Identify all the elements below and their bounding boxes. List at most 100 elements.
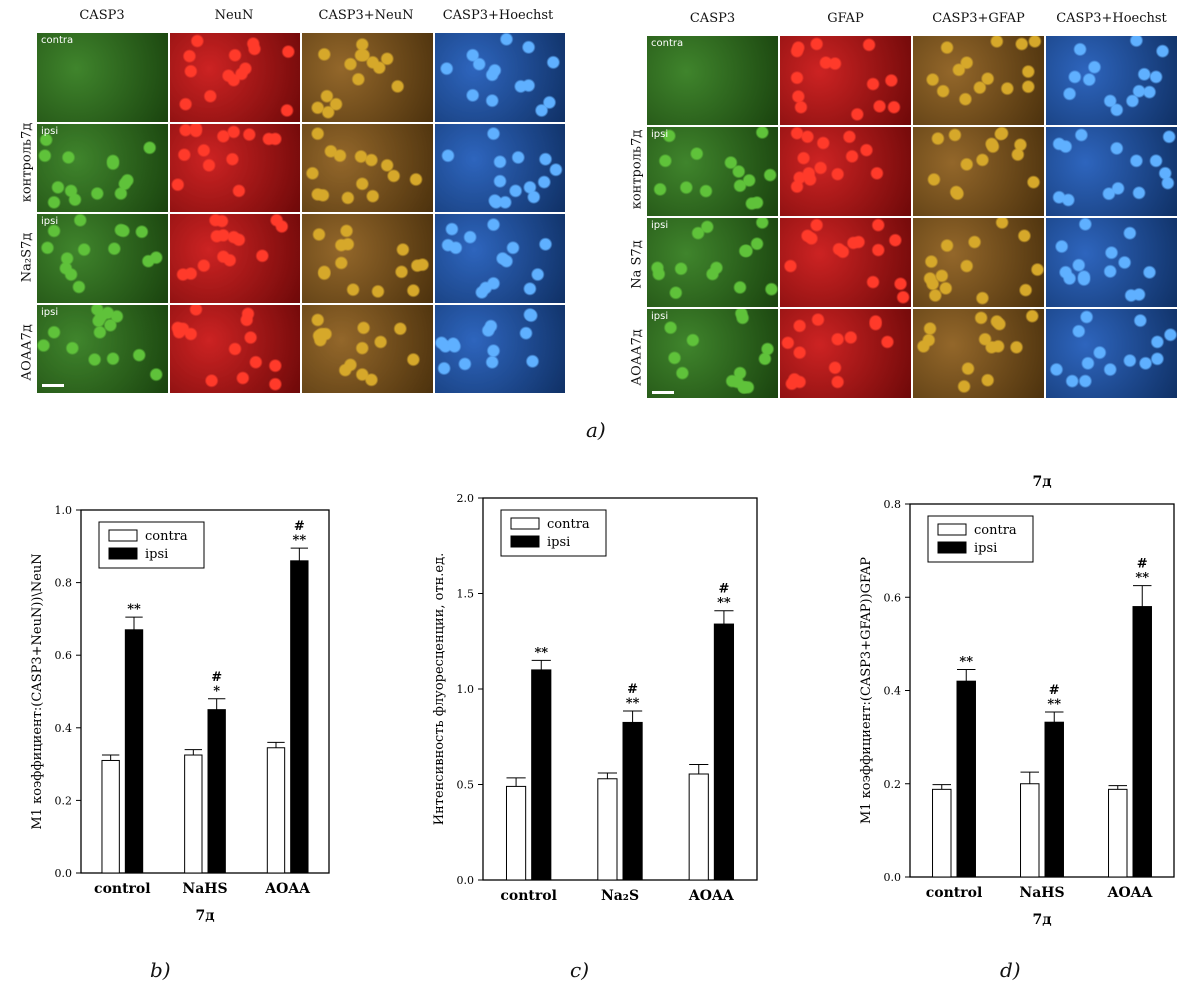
bar-ipsi-AOAA: [1132, 606, 1152, 878]
micrograph-casp3-row1: contra: [646, 35, 779, 126]
y-tick-label: 0.6: [55, 649, 73, 662]
y-tick-label: 0.8: [884, 498, 902, 511]
significance-mark: #: [294, 519, 305, 534]
micrograph-panel-right: CASP3 GFAP CASP3+GFAP CASP3+Hoechst cont…: [646, 11, 1178, 399]
x-tick-label: NaHS: [1019, 885, 1064, 901]
y-tick-label: 0.2: [55, 794, 73, 807]
micrograph-hoechst-row4: [1045, 308, 1178, 399]
micrograph-casp3-row4: ipsi: [646, 308, 779, 399]
hemisphere-tag: ipsi: [41, 125, 59, 137]
micrograph-casp3-row3: ipsi: [36, 213, 169, 304]
micrograph-marker-row4: [779, 308, 912, 399]
hemisphere-tag: contra: [41, 35, 74, 46]
x-tick-label: control: [94, 881, 151, 897]
legend-swatch: [510, 517, 540, 530]
micrograph-marker-row1: [779, 35, 912, 126]
x-tick-label: Na₂S: [601, 888, 639, 904]
panel-label-a: a): [586, 418, 606, 442]
significance-mark: **: [534, 645, 548, 660]
micrograph-hoechst-row1: [433, 32, 566, 123]
micrograph-hoechst-row1: [1045, 35, 1178, 126]
column-header: CASP3: [689, 11, 736, 26]
chart-c: 0.0 0.5 1.0 1.5 2.0 Интенсивность флуоресценц…: [432, 492, 758, 904]
micrograph-marker-row4: [168, 303, 301, 394]
micrograph-marker-row1: [168, 32, 301, 123]
legend-label: ipsi: [974, 541, 997, 556]
micrograph-merge-row3: [301, 213, 434, 304]
scale-bar: [42, 384, 64, 387]
x-tick-label: control: [500, 888, 557, 904]
micrograph-marker-row3: [168, 213, 301, 304]
column-header: CASP3: [79, 8, 125, 23]
chart-b: 0.0 0.2 0.4 0.6 0.8 1.0 M1 коэффициент:(CASP3+…: [30, 504, 330, 924]
bar-contra-AOAA: [266, 747, 286, 874]
legend-swatch: [108, 529, 138, 542]
bar-contra-NaHS: [184, 754, 203, 874]
bar-ipsi-control: [124, 629, 144, 874]
micrograph-hoechst-row3: [433, 213, 566, 304]
significance-mark: #: [627, 682, 638, 697]
micrograph-marker-row2: [779, 126, 912, 217]
panel-label-c: c): [570, 958, 590, 982]
y-tick-label: 1.0: [55, 504, 73, 517]
scale-bar: [652, 391, 674, 394]
significance-mark: **: [127, 602, 141, 617]
legend-swatch: [937, 523, 967, 536]
y-tick-label: 0.0: [457, 874, 475, 887]
significance-mark: **: [293, 533, 307, 548]
significance-mark: #: [718, 582, 729, 597]
row-label: контроль7д: [629, 129, 645, 210]
y-tick-label: 0.4: [884, 685, 902, 698]
hemisphere-tag: ipsi: [651, 129, 669, 140]
significance-mark: **: [1135, 571, 1149, 586]
column-header: CASP3+Hoechst: [442, 8, 554, 23]
significance-mark: **: [1047, 697, 1061, 712]
micrograph-casp3-row2: ipsi: [36, 122, 169, 213]
x-tick-label: AOAA: [264, 881, 311, 897]
x-tick-label: control: [926, 885, 983, 901]
significance-mark: **: [959, 655, 973, 670]
x-tick-label: AOAA: [1107, 885, 1154, 901]
micrograph-casp3-row4: ipsi: [36, 303, 169, 394]
legend-swatch: [108, 547, 138, 560]
y-tick-label: 0.0: [884, 871, 902, 884]
legend-label: contra: [547, 517, 590, 532]
panel-label-b: b): [150, 958, 171, 982]
y-axis-label: Интенсивность флуоресценции, отн.ед.: [432, 553, 447, 826]
legend-label: contra: [974, 523, 1017, 538]
y-tick-label: 1.0: [457, 683, 475, 696]
y-tick-label: 0.8: [55, 577, 73, 590]
x-tick-label: NaHS: [182, 881, 227, 897]
bar-ipsi-NaHS: [207, 709, 226, 874]
micrograph-panel-left: CASP3 NeuN CASP3+NeuN CASP3+Hoechst cont…: [36, 8, 566, 394]
micrograph-casp3-row2: ipsi: [646, 126, 779, 217]
column-header: CASP3+Hoechst: [1056, 11, 1167, 26]
significance-mark: #: [1049, 683, 1060, 698]
micrograph-casp3-row3: ipsi: [646, 217, 779, 308]
y-tick-label: 0.0: [55, 867, 73, 880]
x-tick-label: AOAA: [688, 888, 735, 904]
y-tick-label: 2.0: [457, 492, 475, 505]
significance-mark: *: [213, 684, 220, 699]
legend-swatch: [510, 535, 540, 548]
bar-ipsi-AOAA: [713, 623, 735, 881]
y-axis-label: M1 коэффициент:(CASP3+NeuN))\NeuN: [30, 553, 45, 829]
hemisphere-tag: ipsi: [651, 220, 669, 231]
micrograph-merge-row3: [912, 217, 1045, 308]
bar-ipsi-control: [956, 680, 976, 878]
y-tick-label: 0.2: [884, 778, 902, 791]
micrograph-merge-row2: [301, 122, 434, 213]
bar-ipsi-Na₂S: [622, 721, 643, 881]
micrograph-merge-row2: [912, 126, 1045, 217]
y-axis-label: M1 коэффициент:(CASP3+GFAP))GFAP: [859, 557, 874, 824]
bar-ipsi-AOAA: [290, 560, 309, 874]
micrograph-hoechst-row2: [433, 122, 566, 213]
micrograph-marker-row2: [168, 122, 301, 213]
y-tick-label: 1.5: [457, 588, 475, 601]
significance-mark: #: [1137, 557, 1148, 572]
micrograph-merge-row4: [912, 308, 1045, 399]
plot-frame: [80, 509, 330, 874]
legend-label: ipsi: [145, 547, 168, 562]
column-header: NeuN: [214, 8, 254, 23]
bar-contra-Na₂S: [597, 778, 618, 881]
